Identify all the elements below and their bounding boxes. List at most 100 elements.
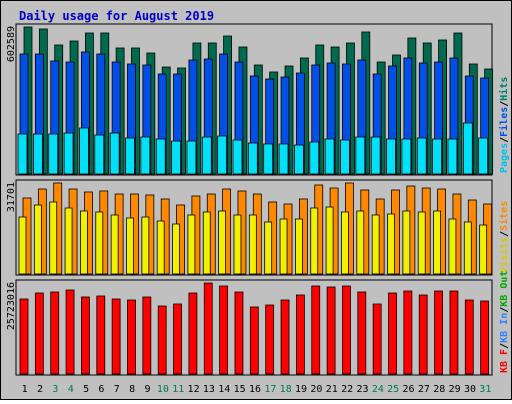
day-tick-label: 1 (22, 384, 28, 395)
pages-bar: Pages day 7: 170000 (109, 132, 120, 175)
legend-item: Pages (499, 143, 510, 173)
visits-bar: Visits day 24: 20500 (371, 214, 380, 275)
visits-bar: Visits day 20: 23000 (310, 207, 319, 275)
visits-bar: Visits day 21: 23500 (325, 206, 334, 275)
kb-f-bar: KB F day 6: 22000000 (96, 295, 106, 375)
day-tick-label: 14 (218, 384, 230, 395)
day-tick-label: 3 (52, 384, 58, 395)
day-tick-label: 10 (157, 384, 169, 395)
visits-bar: Visits day 28: 21800 (433, 210, 441, 275)
legend-item: Sites (498, 201, 510, 231)
day-tick-label: 20 (310, 384, 322, 395)
day-tick-label: 6 (98, 384, 104, 395)
visits-bar: Visits day 15: 20500 (233, 214, 242, 275)
visits-bar: Visits day 7: 20500 (110, 214, 119, 275)
kb-f-bar: KB F day 30: 21000000 (464, 299, 474, 375)
visits-bar: Visits day 25: 21000 (387, 213, 395, 275)
day-tick-label: 22 (341, 384, 353, 395)
pages-bar: Pages day 15: 140000 (232, 139, 243, 175)
visits-bar: Visits day 1: 20000 (18, 216, 27, 275)
pages-bar: Pages day 20: 130000 (309, 141, 320, 175)
day-tick-label: 25 (387, 384, 399, 395)
pages-bar: Pages day 13: 150000 (201, 136, 212, 175)
kb-f-bar: KB F day 19: 22300000 (295, 294, 305, 375)
day-tick-label: 31 (479, 384, 491, 395)
pages-bar: Pages day 25: 145000 (386, 138, 396, 175)
visits-bar: Visits day 19: 19000 (294, 218, 303, 275)
legend-item: / (499, 343, 510, 349)
legend-item: Visits (498, 237, 510, 273)
visits-bar: Visits day 13: 21500 (202, 211, 211, 275)
visits-bar: Visits day 18: 19000 (279, 218, 288, 275)
kb-f-bar: KB F day 24: 19700000 (372, 303, 382, 375)
pages-bar: Pages day 4: 170000 (63, 132, 74, 175)
legend-item: / (499, 137, 510, 143)
day-tick-label: 5 (83, 384, 89, 395)
pages-bar: Pages day 9: 153000 (140, 136, 151, 175)
legend-item: KB F (499, 349, 510, 373)
kb-f-bar: KB F day 8: 20800000 (127, 299, 136, 375)
kb-f-bar: KB F day 15: 23200000 (234, 291, 244, 375)
kb-f-bar: KB F day 12: 23000000 (188, 292, 198, 375)
visits-bar: Visits day 2: 24000 (33, 204, 42, 275)
day-tick-label: 21 (326, 384, 338, 395)
day-tick-label: 4 (68, 384, 74, 395)
kb-f-bar: KB F day 11: 19700000 (173, 303, 182, 375)
visits-bar: Visits day 5: 22000 (80, 210, 88, 275)
kb-f-bar: KB F day 29: 23400000 (449, 290, 459, 375)
visits-bar: Visits day 31: 17000 (479, 224, 488, 275)
kb-f-bar: KB F day 13: 25723016 (203, 282, 213, 375)
pages-bar: Pages day 11: 137000 (171, 140, 181, 175)
legend-item: KB Out (499, 271, 510, 307)
kb-f-bar: KB F day 4: 23700000 (65, 289, 75, 375)
pages-bar: Pages day 17: 122000 (263, 143, 274, 175)
pages-bar: Pages day 24: 150000 (370, 136, 381, 175)
pages-bar: Pages day 19: 118000 (293, 144, 304, 175)
kb-f-bar: KB F day 31: 20600000 (480, 300, 490, 375)
legend-item: / (499, 101, 510, 107)
day-tick-label: 23 (356, 384, 368, 395)
kb-f-bar: KB F day 27: 22300000 (418, 294, 428, 375)
kb-f-bar: KB F day 20: 24800000 (311, 285, 321, 375)
day-tick-label: 8 (129, 384, 135, 395)
pages-bar: Pages day 31: 147000 (478, 137, 489, 175)
visits-bar: Visits day 6: 21500 (95, 211, 104, 275)
middle-bars: Sites day 1: 26500Visits day 1: 20000Sit… (18, 182, 493, 275)
day-tick-label: 27 (418, 384, 430, 395)
pages-bar: Pages day 14: 157000 (217, 135, 228, 175)
day-tick-label: 11 (172, 384, 184, 395)
middle-max-label: 31701 (6, 182, 17, 212)
top-max-label: 602589 (6, 26, 17, 62)
kb-f-bar: KB F day 25: 22800000 (388, 292, 397, 375)
legend-item: KB In (499, 313, 510, 343)
bottom-max-label: 25723016 (6, 282, 17, 330)
day-tick-label: 30 (464, 384, 476, 395)
day-tick-label: 13 (203, 384, 215, 395)
visits-bar: Visits day 10: 18500 (156, 220, 165, 275)
day-tick-label: 9 (145, 384, 151, 395)
legend-item: / (499, 231, 510, 237)
middle-panel: 31701 Visits/Sites Sites day 1: 26500Visit… (6, 179, 510, 276)
day-tick-label: 19 (295, 384, 307, 395)
visits-bar: Visits day 22: 21500 (341, 211, 349, 275)
kb-f-bar: KB F day 3: 23300000 (50, 291, 60, 375)
top-legend: Pages/Files/Hits (498, 77, 510, 173)
pages-bar: Pages day 29: 145000 (447, 138, 458, 175)
visits-bar: Visits day 12: 20500 (187, 214, 196, 275)
pages-bar: Pages day 1: 165000 (17, 133, 28, 175)
kb-f-bar: KB F day 26: 23600000 (403, 290, 413, 375)
day-tick-label: 16 (249, 384, 261, 395)
day-tick-label: 28 (433, 384, 445, 395)
legend-item: Files (498, 107, 510, 137)
visits-bar: Visits day 8: 19500 (126, 217, 134, 275)
pages-bar: Pages day 10: 143000 (155, 138, 166, 175)
visits-bar: Visits day 14: 22000 (218, 210, 227, 275)
pages-bar: Pages day 12: 135000 (186, 140, 197, 175)
day-tick-label: 15 (234, 384, 246, 395)
visits-bar: Visits day 29: 19000 (448, 218, 457, 275)
kb-f-bar: KB F day 22: 24800000 (342, 285, 351, 375)
chart-title: Daily usage for August 2019 (19, 9, 214, 23)
